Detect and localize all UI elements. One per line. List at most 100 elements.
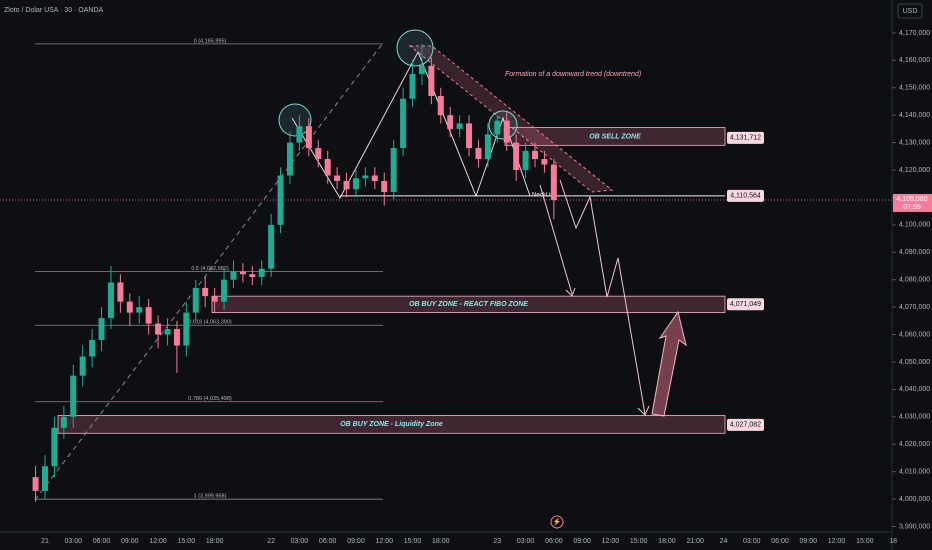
x-tick-label: 03:00 — [291, 538, 309, 545]
candle-body — [343, 180, 350, 190]
arrow-head — [637, 405, 650, 416]
candle-body — [42, 466, 48, 491]
x-tick-label: 21:00 — [686, 538, 704, 545]
candle-body — [60, 416, 67, 428]
candle-body — [155, 323, 162, 335]
candle-body — [513, 142, 520, 171]
y-tick-label: 4,030,000 — [899, 414, 930, 421]
candle-body — [98, 318, 105, 341]
x-tick-label: 12:00 — [828, 538, 846, 545]
candle-body — [117, 282, 124, 302]
x-tick-label: 18 — [889, 538, 897, 545]
candle-body — [107, 282, 114, 319]
candle-body — [484, 134, 491, 160]
y-tick-label: 4,040,000 — [899, 386, 930, 393]
price-tag-label: 4,071,049 — [730, 301, 761, 308]
candle-body — [277, 175, 284, 225]
candle-body — [475, 148, 482, 160]
candle-body — [334, 175, 341, 181]
x-tick-label: 18:00 — [658, 538, 676, 545]
x-tick-label: 22 — [267, 538, 275, 545]
candle-body — [541, 159, 548, 165]
x-tick-label: 24 — [720, 538, 728, 545]
candle-body — [447, 115, 454, 129]
candle-body — [494, 120, 501, 135]
candle-body — [89, 340, 96, 357]
candle-body — [315, 148, 322, 160]
highlight-circle — [396, 29, 434, 67]
candle-body — [428, 65, 435, 96]
candle-body — [324, 159, 331, 176]
y-tick-label: 3,990,000 — [899, 523, 930, 530]
candle-body — [532, 150, 539, 160]
y-tick-label: 4,000,000 — [899, 496, 930, 503]
projection-arrow — [559, 179, 646, 415]
fib-label: 0.618 (4,063,390) — [188, 320, 232, 326]
candle-body — [287, 142, 294, 176]
candle-body — [503, 120, 510, 143]
candle-body — [437, 95, 444, 116]
x-tick-label: 15:00 — [178, 538, 196, 545]
x-tick-label: 18:00 — [432, 538, 450, 545]
x-tick-label: 12:00 — [602, 538, 620, 545]
currency: USD — [903, 8, 918, 15]
projection-arrow — [539, 184, 573, 295]
x-tick-label: 03:00 — [65, 538, 83, 545]
y-tick-label: 4,140,000 — [899, 112, 930, 119]
y-tick-label: 4,060,000 — [899, 331, 930, 338]
x-tick-label: 09:00 — [347, 538, 365, 545]
price-tag — [727, 298, 764, 311]
price-tag — [727, 131, 764, 144]
currency-box — [897, 3, 923, 19]
candle-body — [202, 287, 209, 297]
candle-body — [79, 356, 86, 376]
y-tick-label: 4,020,000 — [899, 441, 930, 448]
candle-body — [211, 296, 218, 302]
y-tick-label: 4,130,000 — [899, 139, 930, 146]
fib-label: 0 (4,165,995) — [194, 38, 227, 44]
candle-body — [249, 274, 256, 277]
price-tag — [727, 418, 764, 431]
x-tick-label: 06:00 — [93, 538, 111, 545]
event-icon-glyph: ⚡ — [553, 517, 562, 526]
candle-body — [126, 301, 133, 313]
highlight-circle — [278, 103, 312, 137]
price-tag-label: 4,110,564 — [730, 193, 761, 200]
y-tick-label: 4,150,000 — [899, 85, 930, 92]
candle-body — [390, 148, 397, 192]
candle-body — [145, 307, 152, 324]
candle-body — [136, 307, 143, 313]
x-tick-label: 03:00 — [517, 538, 535, 545]
fib-label: 0.5 (4,082,982) — [191, 266, 228, 272]
last-price-label: 4,109,080 — [896, 196, 927, 203]
y-tick-label: 4,170,000 — [899, 30, 930, 37]
fib-label: 1 (3,999,968) — [194, 494, 227, 500]
x-tick-label: 03:00 — [743, 538, 761, 545]
big-up-arrow — [651, 310, 687, 417]
candle-body — [296, 126, 303, 143]
candle-body — [418, 65, 425, 75]
fib-trend-line — [34, 42, 384, 501]
candle-body — [381, 180, 388, 192]
candle-body — [305, 126, 312, 149]
candle-body — [183, 312, 190, 346]
chart-title: Zloto / Dolar USA · 30 · OANDA — [4, 7, 104, 14]
y-tick-label: 4,070,000 — [899, 304, 930, 311]
x-tick-label: 15:00 — [856, 538, 874, 545]
candle-body — [230, 271, 237, 280]
candle-body — [32, 477, 39, 491]
x-tick-label: 06:00 — [545, 538, 563, 545]
annotation: Formation of a downward trend (downtrend… — [505, 71, 641, 78]
candle-body — [258, 268, 265, 277]
zone-label: OB SELL ZONE — [589, 133, 641, 140]
candle-body — [51, 427, 58, 467]
x-tick-label: 15:00 — [404, 538, 422, 545]
y-tick-label: 4,160,000 — [899, 57, 930, 64]
candle-body — [550, 164, 557, 200]
candle-body — [192, 287, 199, 313]
y-tick-label: 4,050,000 — [899, 359, 930, 366]
x-tick-label: 18:00 — [206, 538, 224, 545]
last-price-tag — [893, 193, 932, 212]
x-tick-label: 06:00 — [771, 538, 789, 545]
